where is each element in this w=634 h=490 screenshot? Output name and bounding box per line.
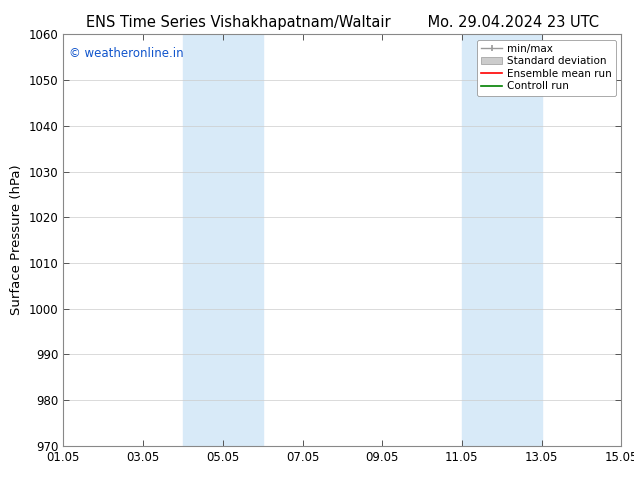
Legend: min/max, Standard deviation, Ensemble mean run, Controll run: min/max, Standard deviation, Ensemble me… (477, 40, 616, 96)
Bar (183, 34, 223, 446)
Title: ENS Time Series Vishakhapatnam/Waltair        Mo. 29.04.2024 23 UTC: ENS Time Series Vishakhapatnam/Waltair M… (86, 15, 599, 30)
Bar (223, 34, 262, 446)
Bar (462, 34, 501, 446)
Bar (501, 34, 541, 446)
Y-axis label: Surface Pressure (hPa): Surface Pressure (hPa) (10, 165, 23, 316)
Text: © weatheronline.in: © weatheronline.in (69, 47, 184, 60)
